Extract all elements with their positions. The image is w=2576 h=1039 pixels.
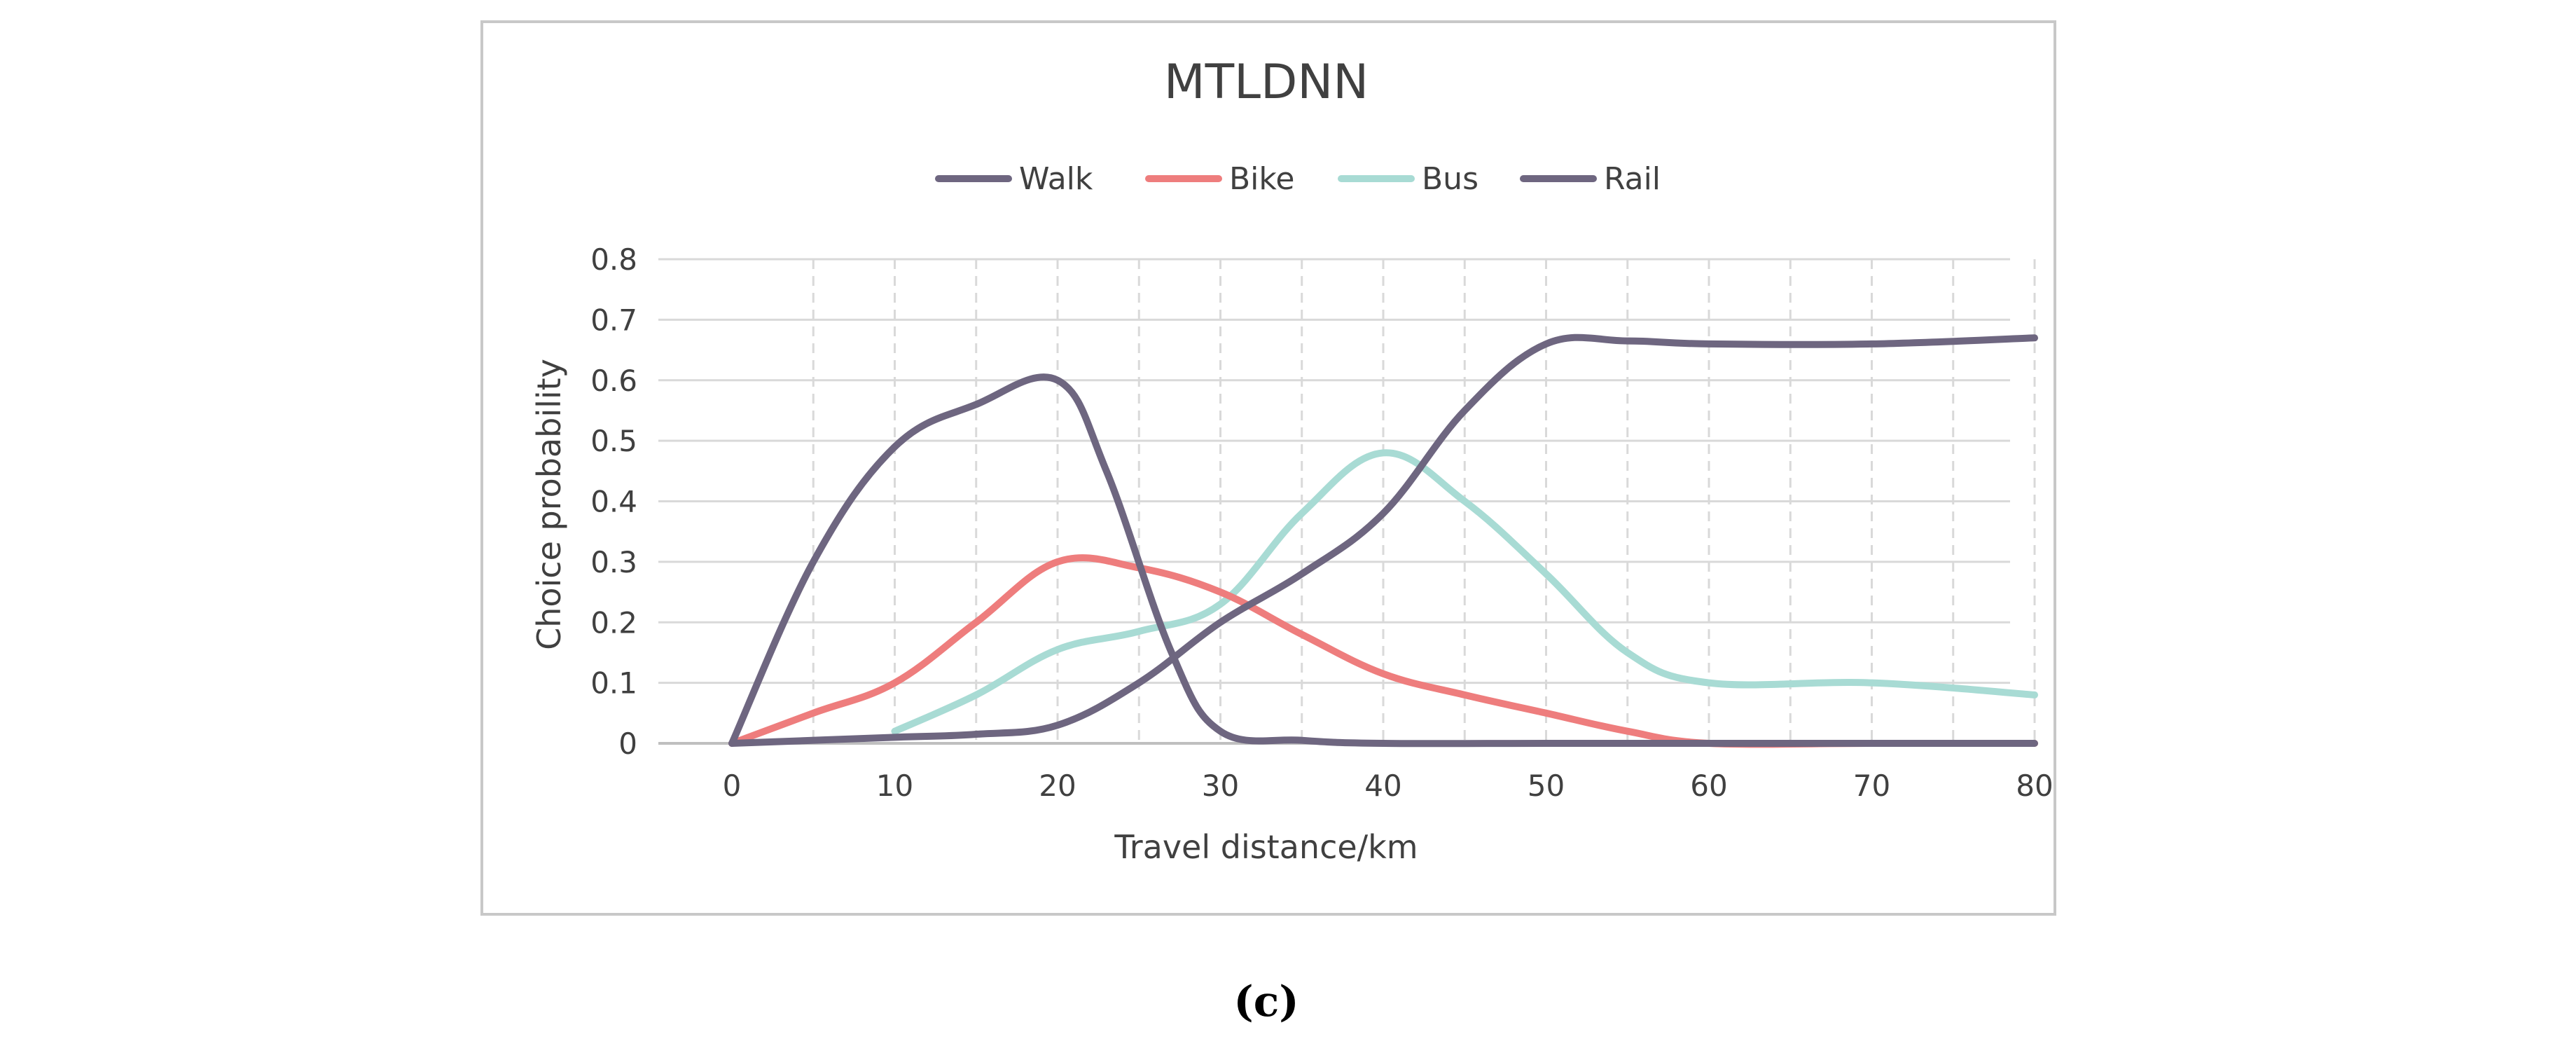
legend-label-bike: Bike <box>1229 161 1294 197</box>
series-line-rail <box>728 333 2038 747</box>
y-tick-label: 0.3 <box>590 545 637 579</box>
x-tick-label: 80 <box>2016 769 2053 803</box>
y-tick-label: 0.5 <box>590 424 637 458</box>
series-line-bus <box>891 449 2038 735</box>
legend-label-rail: Rail <box>1604 161 1661 197</box>
chart-ticks: 0 0.1 0.2 0.3 0.4 0.5 0.6 0.7 0.8 0 10 20 30 40 50 60 70… <box>590 242 2054 803</box>
figure-caption: (c) <box>1233 977 1299 1026</box>
series-line-walk <box>728 373 2038 748</box>
x-tick-label: 40 <box>1364 769 1401 803</box>
x-tick-label: 10 <box>876 769 913 803</box>
y-axis-label: Choice probability <box>530 359 568 650</box>
chart-series <box>728 333 2038 748</box>
x-tick-label: 70 <box>1853 769 1890 803</box>
x-tick-label: 30 <box>1202 769 1239 803</box>
legend-label-walk: Walk <box>1019 161 1093 197</box>
chart-legend: Walk Bike Bus Rail <box>935 161 1661 197</box>
chart-frame <box>480 20 2056 916</box>
x-tick-label: 0 <box>723 769 742 803</box>
y-tick-label: 0.6 <box>590 364 637 398</box>
legend-label-bus: Bus <box>1422 161 1479 197</box>
chart-title: MTLDNN <box>1164 55 1369 110</box>
x-axis-label: Travel distance/km <box>1114 828 1418 866</box>
x-tick-label: 20 <box>1039 769 1076 803</box>
y-tick-label: 0.7 <box>590 303 637 337</box>
y-tick-label: 0 <box>618 727 637 761</box>
y-tick-label: 0.4 <box>590 485 637 519</box>
y-tick-label: 0.1 <box>590 666 637 701</box>
y-tick-label: 0.8 <box>590 242 637 277</box>
y-tick-label: 0.2 <box>590 605 637 640</box>
x-tick-label: 50 <box>1528 769 1565 803</box>
x-tick-label: 60 <box>1690 769 1727 803</box>
